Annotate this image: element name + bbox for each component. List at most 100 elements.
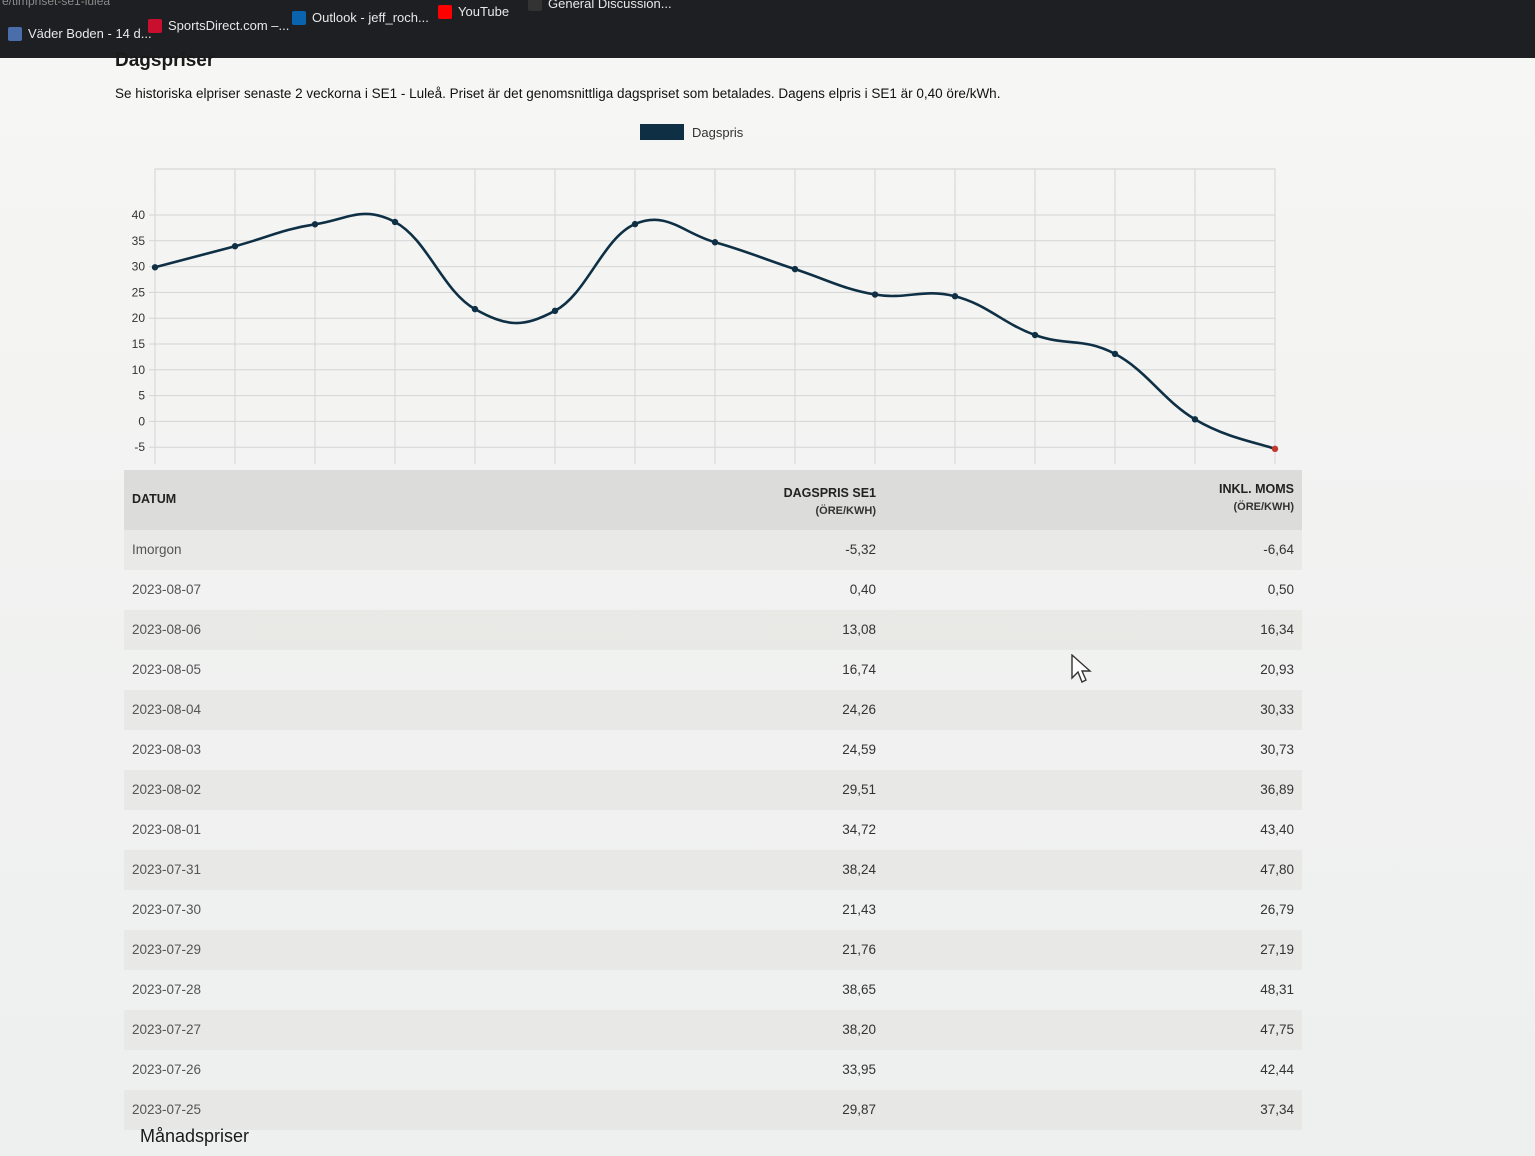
row-incl-vat: 20,93 [1260,662,1294,677]
row-day-price: 38,24 [842,862,876,877]
row-date: 2023-08-01 [132,822,202,837]
row-day-price: 38,20 [842,1022,876,1037]
data-point [1191,416,1199,423]
mouse-pointer-icon [1071,654,1092,683]
row-incl-vat: 26,79 [1260,902,1294,917]
row-date: 2023-07-30 [132,902,202,917]
table-body: Imorgon -5,32 -6,64 2023-08-07 0,40 0,50 2023-… [124,530,1302,1130]
bookmark-item[interactable]: Väder Boden - 14 d... [8,26,152,41]
row-date: Imorgon [132,542,182,557]
y-tick-label: 35 [132,234,146,248]
data-point [871,291,879,298]
youtube-icon [438,4,452,19]
y-tick-label: 25 [132,285,146,299]
bookmark-item[interactable]: Outlook - jeff_roch... [292,10,429,25]
table-row: 2023-08-07 0,40 0,50 [124,570,1302,610]
legend-label: Dagspris [692,125,744,140]
y-tick-label: 5 [138,389,145,403]
bookmark-item[interactable]: General Discussion... [528,0,672,11]
y-tick-label: 30 [132,260,146,274]
data-point [951,293,959,300]
page-content: Dagspriser Se historiska elpriser senast… [0,50,1535,1156]
series-line-dagspris [154,212,1276,451]
bookmark-label: SportsDirect.com –... [168,18,290,33]
row-date: 2023-08-03 [132,742,202,757]
row-incl-vat: 42,44 [1260,1062,1294,1077]
row-day-price: 38,65 [842,982,876,997]
row-date: 2023-07-25 [132,1102,202,1117]
data-point [631,220,639,228]
bookmark-label: Outlook - jeff_roch... [312,10,429,25]
row-incl-vat: 43,40 [1260,822,1294,837]
table-row: 2023-07-25 29,87 37,34 [124,1090,1302,1130]
row-incl-vat: 27,19 [1260,942,1294,957]
table-row: Imorgon -5,32 -6,64 [124,530,1302,570]
bookmark-item[interactable]: SportsDirect.com –... [148,18,289,33]
data-point [311,221,319,228]
row-incl-vat: 0,50 [1267,582,1294,597]
bookmarks-bar: e/timpriset-se1-lulea Väder Boden - 14 d… [0,0,1535,58]
row-date: 2023-08-05 [132,662,202,677]
y-tick-label: 40 [132,208,146,222]
outlook-icon [292,10,306,25]
table-row: 2023-08-02 29,51 36,89 [124,770,1302,810]
table-row: 2023-08-01 34,72 43,40 [124,810,1302,850]
table-row: 2023-07-29 21,76 27,19 [124,930,1302,970]
data-point [151,264,159,271]
forum-icon [528,0,542,11]
row-day-price: 21,76 [842,942,876,957]
address-bar-fragment[interactable]: e/timpriset-se1-lulea [2,0,111,8]
data-point [791,265,799,273]
row-date: 2023-08-07 [132,582,202,597]
data-point [551,307,559,315]
table-row: 2023-08-06 13,08 16,34 [124,610,1302,650]
y-tick-label: 0 [138,414,145,428]
row-incl-vat: 30,33 [1260,702,1294,717]
bookmark-label: YouTube [458,4,510,19]
row-date: 2023-08-06 [132,622,202,637]
row-day-price: 24,26 [842,702,876,717]
header-day-price: DAGSPRIS SE1 (ÖRE/KWH) [783,486,876,517]
monthly-prices-heading: Månadspriser [140,1126,250,1146]
y-tick-label: -5 [134,440,145,454]
data-point [711,239,719,246]
bookmark-label: General Discussion... [548,0,672,11]
row-day-price: -5,32 [845,542,876,557]
y-tick-label: 20 [132,311,146,325]
row-date: 2023-08-04 [132,702,202,717]
row-date: 2023-07-26 [132,1062,202,1077]
daily-price-chart: 4035302520151050-5-102023-07-252023-07-2… [132,124,1279,464]
row-incl-vat: 47,75 [1260,1022,1294,1037]
header-date: DATUM [132,492,177,506]
table-header: DATUM DAGSPRIS SE1 (ÖRE/KWH) INKL. MOMS (Ö… [124,470,1302,530]
row-incl-vat: 30,73 [1260,742,1294,757]
table-row: 2023-08-05 16,74 20,93 [124,650,1302,690]
row-incl-vat: 16,34 [1260,622,1294,637]
page-title: Dagspriser [115,50,215,71]
price-table: DATUM DAGSPRIS SE1 (ÖRE/KWH) INKL. MOMS (Ö… [124,470,1302,1130]
legend-swatch [640,124,684,140]
row-day-price: 21,43 [842,902,876,917]
table-row: 2023-07-26 33,95 42,44 [124,1050,1302,1090]
row-day-price: 33,95 [842,1062,876,1077]
row-date: 2023-07-29 [132,942,202,957]
table-row: 2023-08-04 24,26 30,33 [124,690,1302,730]
row-day-price: 29,51 [842,782,876,797]
sportsdirect-icon [148,18,162,33]
row-incl-vat: 47,80 [1260,862,1294,877]
row-day-price: 29,87 [842,1102,876,1117]
data-point [1111,350,1119,358]
row-incl-vat: 36,89 [1260,782,1294,797]
data-point [471,305,479,313]
weather-icon [8,26,22,41]
row-day-price: 34,72 [842,822,876,837]
table-row: 2023-08-03 24,59 30,73 [124,730,1302,770]
row-day-price: 24,59 [842,742,876,757]
bookmark-item[interactable]: YouTube [438,4,509,19]
data-point [1271,445,1279,453]
data-point [391,218,399,226]
row-day-price: 13,08 [842,622,876,637]
header-incl-vat: INKL. MOMS (ÖRE/KWH) [1219,482,1294,513]
bookmark-label: Väder Boden - 14 d... [28,26,152,41]
table-row: 2023-07-31 38,24 47,80 [124,850,1302,890]
